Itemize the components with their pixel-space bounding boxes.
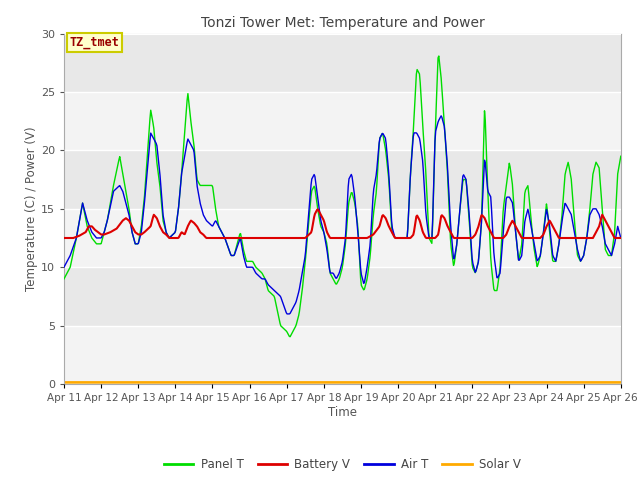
- Y-axis label: Temperature (C) / Power (V): Temperature (C) / Power (V): [25, 127, 38, 291]
- Solar V: [214, 379, 221, 384]
- Panel T: [286, 334, 294, 339]
- Air T: [428, 235, 435, 241]
- Solar V: [127, 379, 135, 384]
- Air T: [617, 235, 625, 241]
- Battery V: [214, 235, 221, 241]
- Air T: [214, 221, 221, 227]
- Battery V: [411, 224, 419, 229]
- Line: Air T: Air T: [64, 116, 621, 314]
- Solar V: [60, 379, 68, 384]
- Battery V: [428, 235, 435, 241]
- Battery V: [60, 235, 68, 241]
- Solar V: [70, 379, 78, 384]
- Bar: [64, 92, 621, 150]
- Air T: [60, 264, 68, 270]
- Air T: [437, 113, 445, 119]
- Air T: [184, 136, 192, 142]
- Air T: [70, 241, 78, 247]
- Battery V: [184, 223, 192, 229]
- Air T: [127, 226, 135, 231]
- Text: TZ_tmet: TZ_tmet: [70, 36, 120, 49]
- Battery V: [127, 222, 135, 228]
- Title: Tonzi Tower Met: Temperature and Power: Tonzi Tower Met: Temperature and Power: [200, 16, 484, 30]
- Battery V: [617, 235, 625, 241]
- Line: Battery V: Battery V: [64, 209, 621, 238]
- X-axis label: Time: Time: [328, 406, 357, 419]
- Air T: [411, 130, 419, 136]
- Legend: Panel T, Battery V, Air T, Solar V: Panel T, Battery V, Air T, Solar V: [159, 454, 525, 476]
- Solar V: [617, 379, 625, 384]
- Bar: [64, 325, 621, 384]
- Panel T: [60, 276, 68, 282]
- Air T: [283, 311, 291, 317]
- Panel T: [127, 224, 135, 230]
- Battery V: [314, 206, 322, 212]
- Bar: [64, 209, 621, 267]
- Panel T: [214, 216, 221, 222]
- Panel T: [184, 91, 192, 96]
- Panel T: [435, 53, 443, 59]
- Line: Panel T: Panel T: [64, 56, 621, 336]
- Panel T: [617, 154, 625, 159]
- Solar V: [184, 379, 192, 384]
- Solar V: [410, 379, 418, 384]
- Panel T: [70, 246, 78, 252]
- Battery V: [70, 235, 78, 240]
- Panel T: [428, 239, 435, 245]
- Solar V: [426, 379, 434, 384]
- Panel T: [411, 100, 419, 106]
